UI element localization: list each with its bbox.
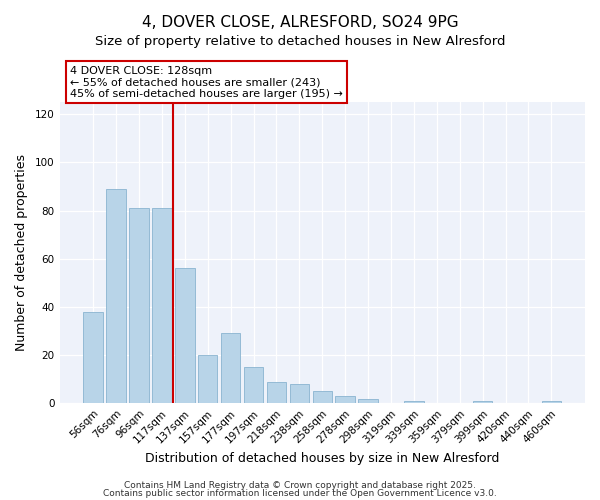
Bar [198,355,217,404]
Text: Contains public sector information licensed under the Open Government Licence v3: Contains public sector information licen… [103,489,497,498]
Bar [244,367,263,404]
Bar [313,392,332,404]
Text: 4 DOVER CLOSE: 128sqm
← 55% of detached houses are smaller (243)
45% of semi-det: 4 DOVER CLOSE: 128sqm ← 55% of detached … [70,66,343,99]
X-axis label: Distribution of detached houses by size in New Alresford: Distribution of detached houses by size … [145,452,499,465]
Text: Size of property relative to detached houses in New Alresford: Size of property relative to detached ho… [95,35,505,48]
Bar [129,208,149,404]
Bar [358,398,378,404]
Bar [83,312,103,404]
Bar [404,401,424,404]
Bar [290,384,309,404]
Text: 4, DOVER CLOSE, ALRESFORD, SO24 9PG: 4, DOVER CLOSE, ALRESFORD, SO24 9PG [142,15,458,30]
Bar [542,401,561,404]
Bar [267,382,286,404]
Text: Contains HM Land Registry data © Crown copyright and database right 2025.: Contains HM Land Registry data © Crown c… [124,480,476,490]
Bar [175,268,194,404]
Bar [335,396,355,404]
Bar [152,208,172,404]
Bar [473,401,493,404]
Bar [221,334,241,404]
Bar [106,189,126,404]
Y-axis label: Number of detached properties: Number of detached properties [15,154,28,351]
